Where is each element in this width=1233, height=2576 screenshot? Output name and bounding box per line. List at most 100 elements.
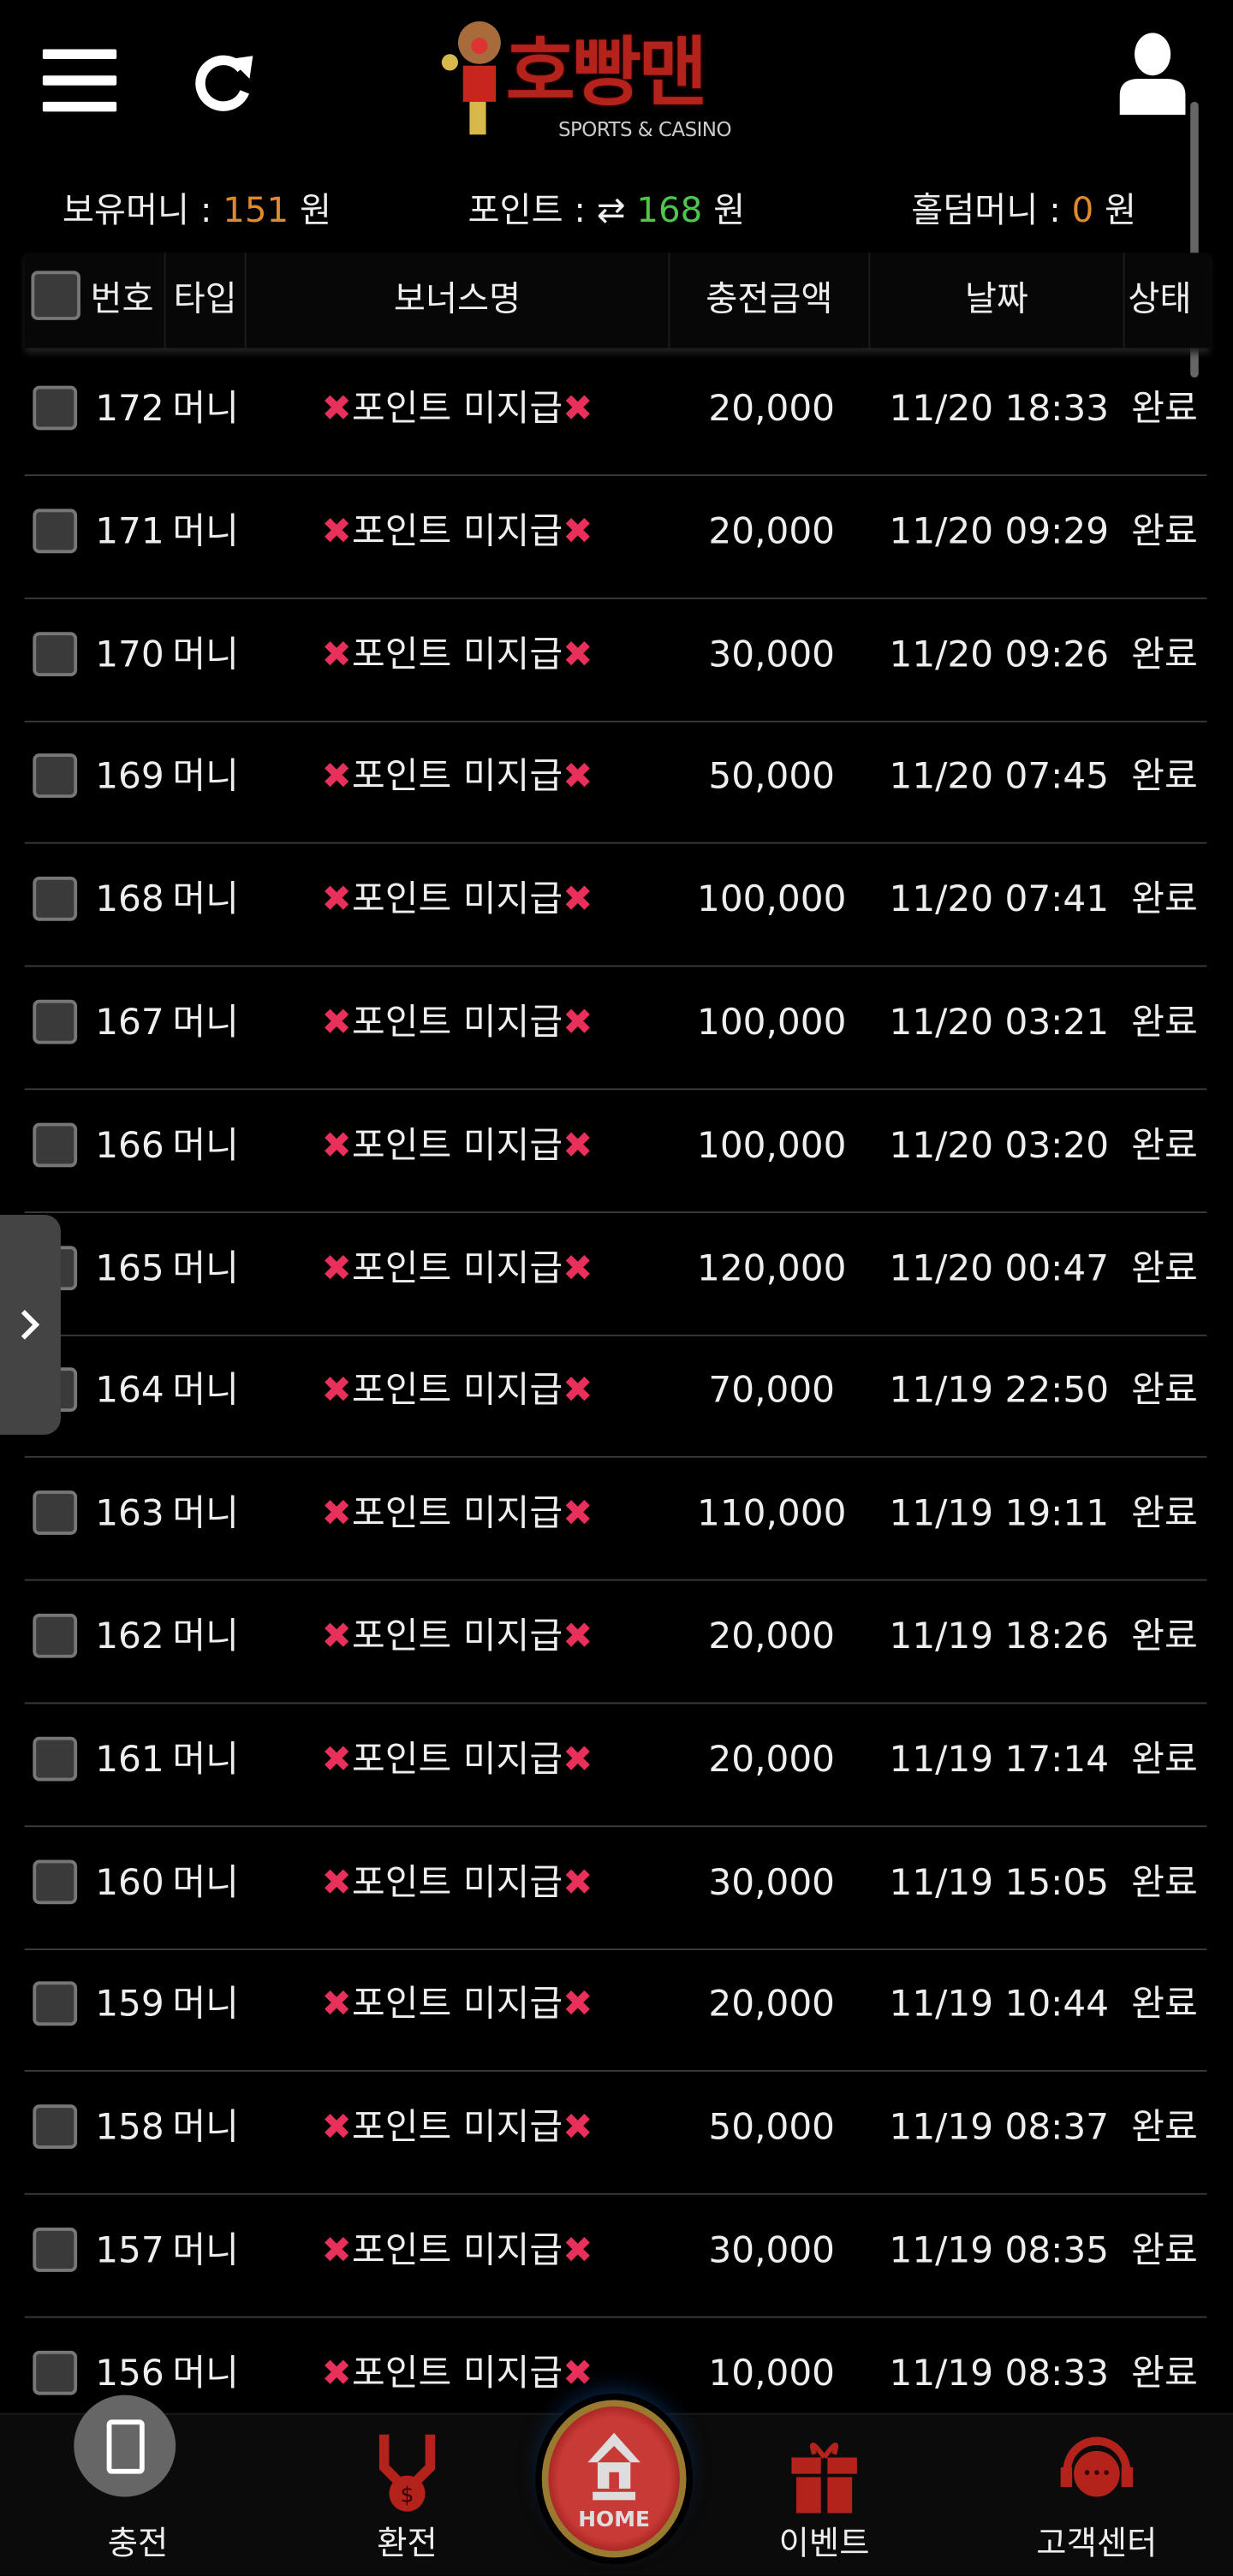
- row-checkbox[interactable]: [33, 631, 78, 676]
- cross-icon: ✖: [563, 2230, 593, 2272]
- header-bonus: 보너스명: [247, 253, 670, 348]
- row-no: 162: [95, 1616, 164, 1658]
- row-checkbox[interactable]: [33, 1859, 78, 1904]
- cross-icon: ✖: [563, 389, 593, 431]
- row-no: 163: [95, 1494, 164, 1536]
- hamburger-icon[interactable]: [42, 49, 118, 112]
- row-type: 머니: [172, 1740, 239, 1782]
- balance-money: 보유머니 : 151 원: [62, 190, 332, 230]
- row-amount: 20,000: [708, 1740, 836, 1782]
- table-row: 166 머니 ✖포인트 미지급✖ 100,000 11/20 03:20 완료: [24, 1088, 1207, 1213]
- row-bonus-text: 포인트 미지급: [351, 1126, 563, 1167]
- row-amount: 30,000: [708, 2230, 836, 2272]
- row-checkbox[interactable]: [33, 1613, 78, 1658]
- nav-charge[interactable]: 충전: [50, 2395, 214, 2576]
- row-bonus-text: 포인트 미지급: [351, 2108, 563, 2150]
- row-status: 완료: [1131, 1002, 1198, 1044]
- cross-icon: ✖: [321, 880, 352, 922]
- row-checkbox[interactable]: [33, 2350, 78, 2395]
- row-date: 11/19 08:37: [889, 2108, 1110, 2150]
- table-row: 170 머니 ✖포인트 미지급✖ 30,000 11/20 09:26 완료: [24, 597, 1207, 722]
- cross-icon: ✖: [563, 1371, 593, 1413]
- row-bonus: ✖포인트 미지급✖: [247, 842, 669, 961]
- row-checkbox[interactable]: [33, 509, 78, 553]
- row-checkbox[interactable]: [33, 753, 78, 799]
- row-checkbox[interactable]: [33, 1736, 78, 1782]
- row-checkbox[interactable]: [33, 999, 78, 1044]
- row-bonus-text: 포인트 미지급: [351, 389, 563, 431]
- nav-label: 충전: [107, 2523, 169, 2563]
- row-checkbox[interactable]: [33, 877, 78, 922]
- table-row: 157 머니 ✖포인트 미지급✖ 30,000 11/19 08:35 완료: [24, 2193, 1207, 2318]
- cross-icon: ✖: [563, 1740, 593, 1782]
- row-bonus: ✖포인트 미지급✖: [247, 1456, 669, 1574]
- row-no: 169: [95, 757, 164, 799]
- row-amount: 20,000: [708, 511, 836, 553]
- row-status: 완료: [1131, 389, 1198, 431]
- row-checkbox[interactable]: [33, 1122, 78, 1167]
- row-bonus-text: 포인트 미지급: [351, 1371, 563, 1413]
- refresh-icon[interactable]: [190, 50, 256, 116]
- row-type: 머니: [172, 1126, 239, 1167]
- table-row: 161 머니 ✖포인트 미지급✖ 20,000 11/19 17:14 완료: [24, 1702, 1207, 1827]
- table-row: 171 머니 ✖포인트 미지급✖ 20,000 11/20 09:29 완료: [24, 474, 1207, 599]
- row-status: 완료: [1131, 634, 1198, 676]
- cross-icon: ✖: [321, 2353, 352, 2395]
- row-amount: 70,000: [708, 1371, 836, 1413]
- mascot-icon: [441, 21, 501, 135]
- exchange-money-icon: $: [378, 2434, 436, 2512]
- row-date: 11/20 18:33: [889, 389, 1110, 431]
- row-amount: 120,000: [696, 1248, 847, 1290]
- select-all-checkbox[interactable]: [31, 271, 80, 320]
- table-row: 164 머니 ✖포인트 미지급✖ 70,000 11/19 22:50 완료: [24, 1334, 1207, 1459]
- cross-icon: ✖: [563, 1126, 593, 1167]
- row-type: 머니: [172, 2108, 239, 2150]
- row-bonus-text: 포인트 미지급: [351, 1740, 563, 1782]
- row-bonus: ✖포인트 미지급✖: [247, 965, 669, 1083]
- side-panel-toggle[interactable]: [0, 1214, 61, 1435]
- nav-event[interactable]: 이벤트: [742, 2415, 907, 2576]
- nav-label: 이벤트: [778, 2523, 870, 2563]
- row-status: 완료: [1131, 1985, 1198, 2026]
- cross-icon: ✖: [321, 1126, 352, 1167]
- logo-subtitle: SPORTS & CASINO: [557, 118, 732, 141]
- row-bonus-text: 포인트 미지급: [351, 1616, 563, 1658]
- row-checkbox[interactable]: [33, 2228, 78, 2272]
- row-checkbox[interactable]: [33, 385, 78, 431]
- row-checkbox[interactable]: [33, 1982, 78, 2026]
- nav-support[interactable]: ••• 고객센터: [1015, 2415, 1179, 2576]
- row-type: 머니: [172, 1862, 239, 1904]
- cross-icon: ✖: [321, 757, 352, 799]
- row-status: 완료: [1131, 1616, 1198, 1658]
- row-bonus-text: 포인트 미지급: [351, 1494, 563, 1536]
- row-bonus: ✖포인트 미지급✖: [247, 720, 669, 838]
- cross-icon: ✖: [563, 1616, 593, 1658]
- row-checkbox[interactable]: [33, 2104, 78, 2150]
- user-icon[interactable]: [1117, 33, 1188, 116]
- row-type: 머니: [172, 1985, 239, 2026]
- table-row: 172 머니 ✖포인트 미지급✖ 20,000 11/20 18:33 완료: [24, 351, 1207, 477]
- row-bonus-text: 포인트 미지급: [351, 2353, 563, 2395]
- row-date: 11/19 10:44: [889, 1985, 1110, 2026]
- header-amount: 충전금액: [670, 253, 871, 348]
- row-status: 완료: [1131, 2108, 1198, 2150]
- row-date: 11/20 09:26: [889, 634, 1110, 676]
- scrollbar[interactable]: [1190, 101, 1199, 378]
- nav-exchange[interactable]: $ 환전: [325, 2415, 490, 2576]
- cross-icon: ✖: [563, 634, 593, 676]
- swap-icon[interactable]: ⇄: [596, 190, 626, 230]
- row-no: 157: [95, 2230, 164, 2272]
- row-type: 머니: [172, 1616, 239, 1658]
- row-date: 11/19 22:50: [889, 1371, 1110, 1413]
- row-type: 머니: [172, 880, 239, 922]
- row-no: 161: [95, 1740, 164, 1782]
- nav-home[interactable]: HOME: [541, 2400, 687, 2558]
- row-date: 11/20 03:20: [889, 1126, 1110, 1167]
- row-date: 11/20 03:21: [889, 1002, 1110, 1044]
- balance-point: 포인트 : ⇄ 168 원: [468, 190, 746, 230]
- row-checkbox[interactable]: [33, 1490, 78, 1536]
- logo[interactable]: 호빵맨 SPORTS & CASINO: [440, 13, 805, 147]
- row-type: 머니: [172, 1494, 239, 1536]
- cross-icon: ✖: [321, 1985, 352, 2026]
- row-status: 완료: [1131, 2353, 1198, 2395]
